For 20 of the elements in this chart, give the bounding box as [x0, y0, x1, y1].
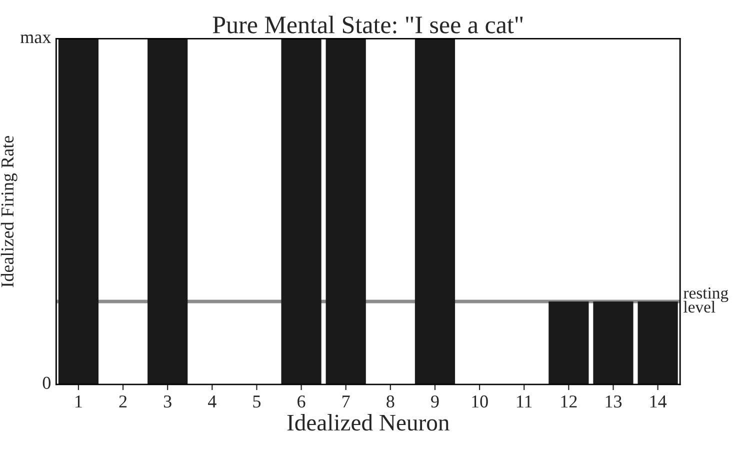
x-tick-label: 1 [76, 396, 82, 408]
x-tick-label: 2 [119, 395, 127, 408]
x-tick-label: 7 [342, 396, 350, 408]
ref-line-label: resting level [684, 287, 728, 313]
x-tick-label: 11 [517, 396, 532, 408]
x-tick-label: 10 [472, 395, 488, 408]
x-tick-label: 12 [561, 395, 577, 408]
x-tick-label: 4 [208, 396, 216, 408]
chart-title: Pure Mental State: "I see a cat" [212, 16, 523, 34]
x-tick-label: 13 [606, 395, 622, 408]
text: max [20, 34, 51, 44]
x-tick-label: 5 [253, 396, 261, 408]
y-axis-title: Idealized Firing Rate [0, 136, 18, 288]
x-tick-label: 9 [431, 395, 439, 408]
x-tick-label: 8 [386, 395, 394, 408]
x-tick-label: 6 [298, 395, 306, 408]
x-tick-label: 14 [650, 396, 667, 408]
text: 0 [42, 376, 50, 389]
x-axis-title: Idealized Neuron [287, 414, 450, 431]
x-tick-label: 3 [164, 395, 172, 408]
